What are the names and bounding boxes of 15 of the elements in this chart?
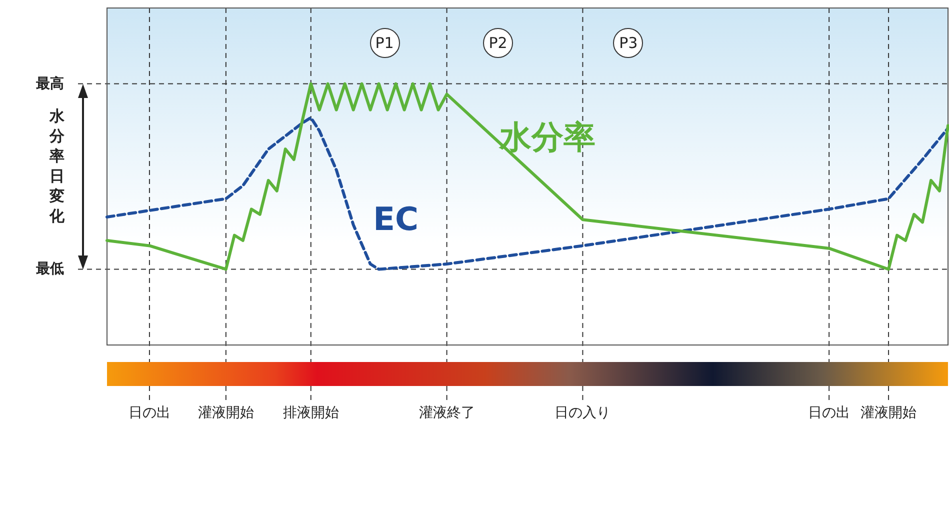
- x-tick-label: 日の出: [128, 405, 170, 421]
- series-label: 水分率: [499, 117, 596, 158]
- x-tick-label: 排液開始: [282, 405, 339, 421]
- text: P2: [483, 28, 514, 58]
- text: 最高: [36, 74, 64, 93]
- text: 最低: [36, 260, 64, 278]
- x-tick-label: 日の出: [808, 405, 850, 421]
- text: P1: [370, 28, 400, 58]
- text: 水分率日変化: [48, 106, 66, 226]
- text: P3: [613, 28, 644, 58]
- x-tick-label: 灌液開始: [198, 405, 254, 421]
- x-tick-label: 灌液開始: [860, 405, 917, 421]
- series-label: EC: [373, 200, 418, 238]
- x-tick-label: 灌液終了: [418, 405, 475, 421]
- x-tick-label: 日の入り: [554, 405, 611, 421]
